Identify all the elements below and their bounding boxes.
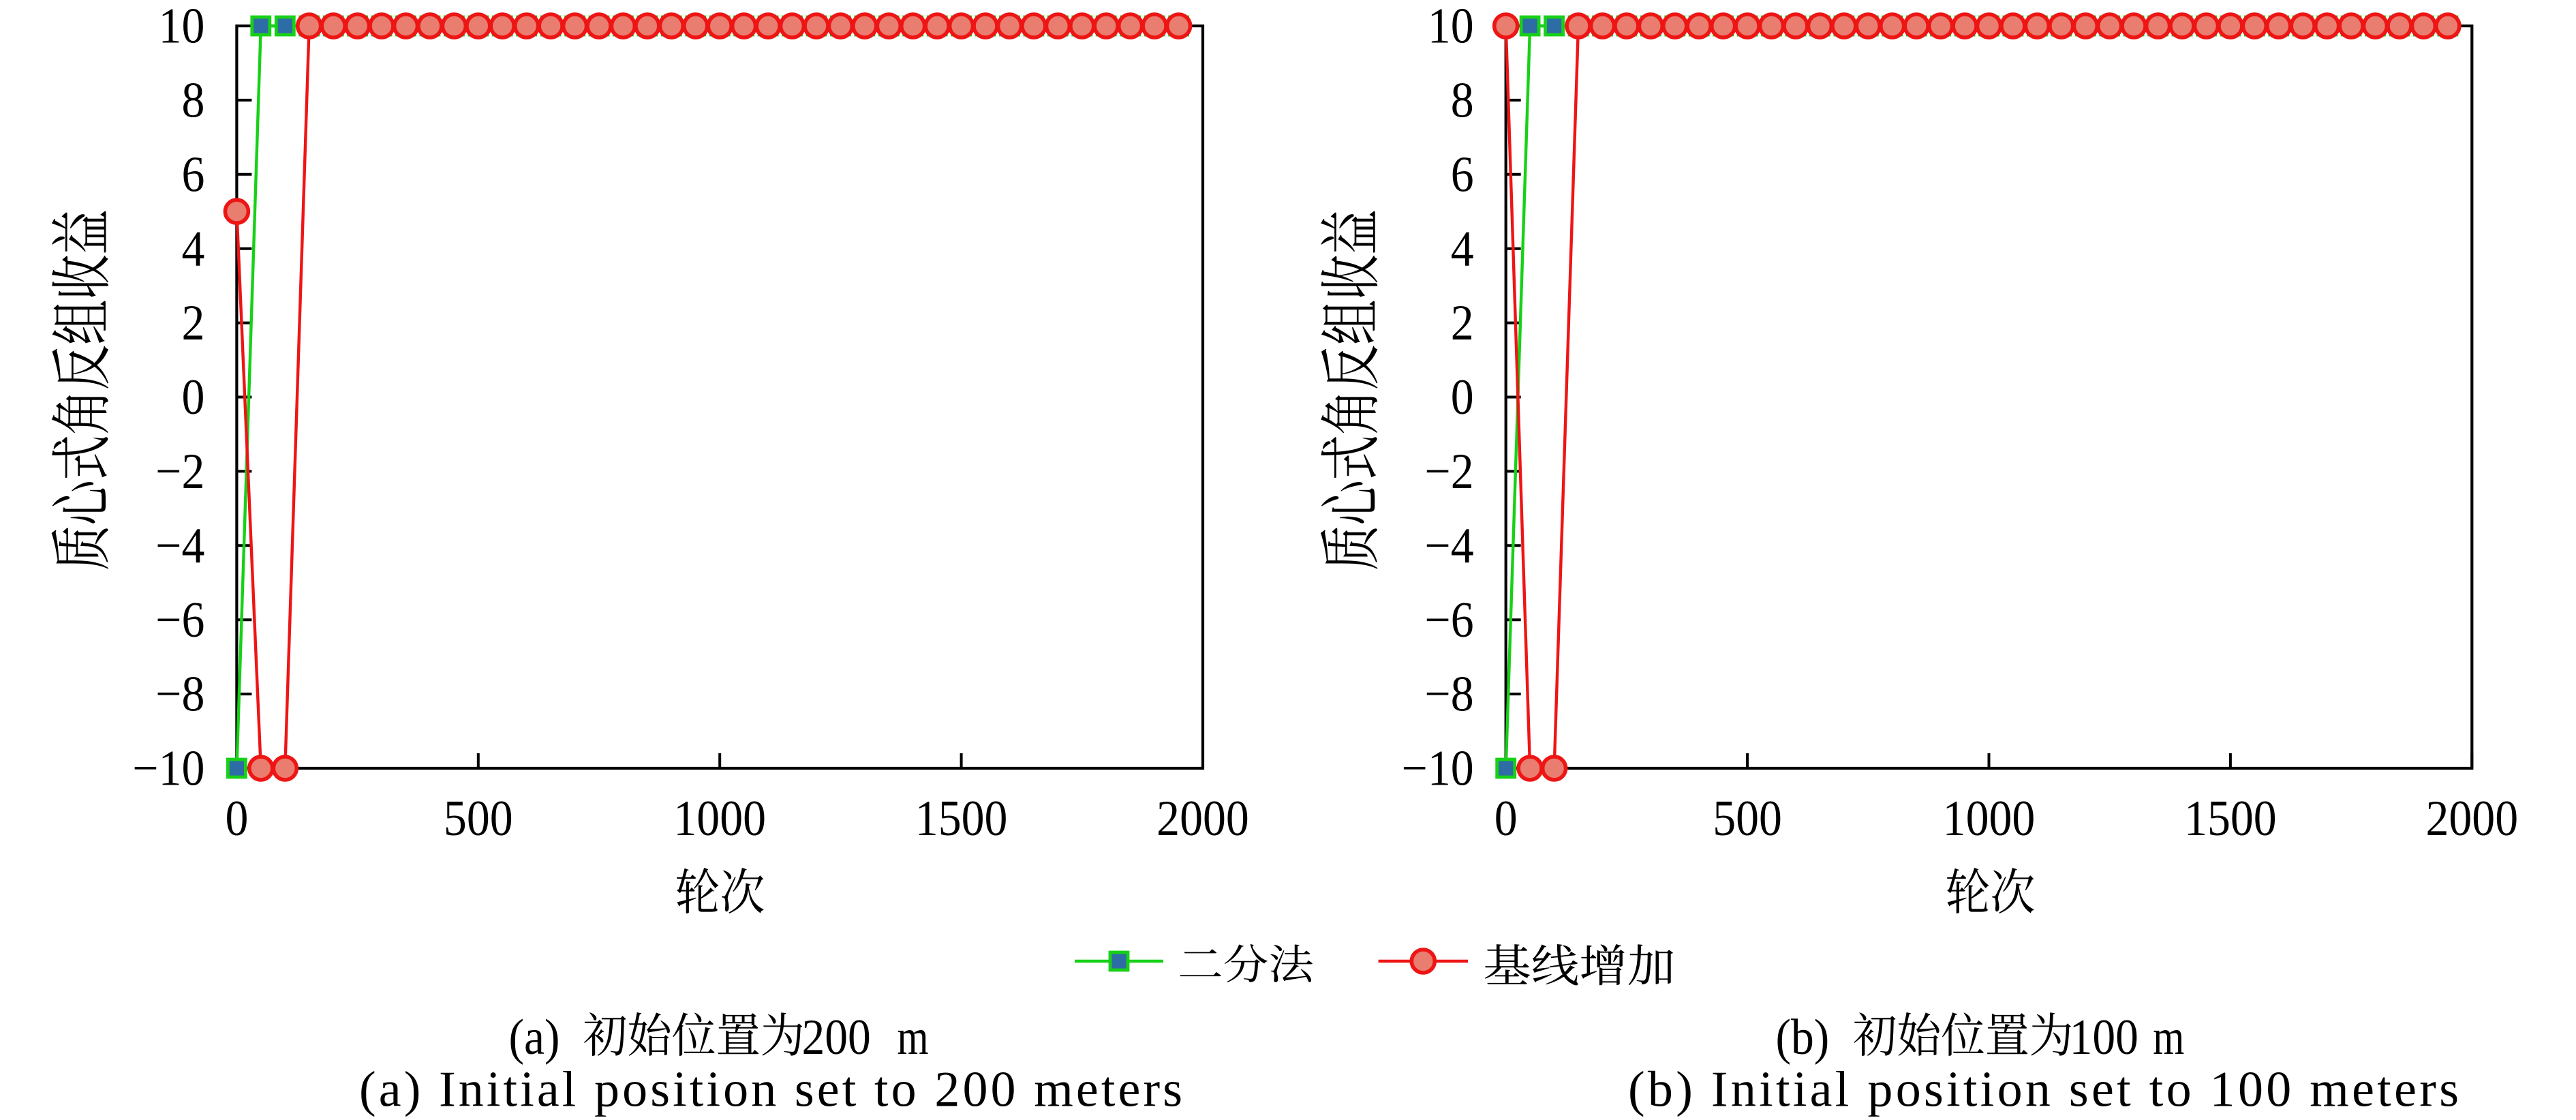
svg-text:2000: 2000 xyxy=(2425,791,2518,846)
svg-text:1000: 1000 xyxy=(673,791,766,846)
svg-text:(b): (b) xyxy=(1776,1010,1830,1065)
svg-text:m: m xyxy=(898,1010,929,1065)
svg-text:−2: −2 xyxy=(155,444,204,499)
svg-text:2: 2 xyxy=(1451,295,1474,350)
svg-text:2: 2 xyxy=(181,295,204,350)
svg-text:6: 6 xyxy=(1451,147,1474,202)
svg-text:1500: 1500 xyxy=(915,791,1008,846)
svg-text:(a) Initial position set to 20: (a) Initial position set to 200 meters xyxy=(359,1062,1182,1117)
svg-text:8: 8 xyxy=(1451,73,1474,128)
svg-text:−2: −2 xyxy=(1425,444,1474,499)
svg-text:−10: −10 xyxy=(1402,741,1474,796)
svg-text:−6: −6 xyxy=(155,592,204,648)
svg-text:−4: −4 xyxy=(1425,518,1474,573)
svg-text:8: 8 xyxy=(181,73,204,128)
svg-text:−4: −4 xyxy=(155,518,204,573)
svg-text:200: 200 xyxy=(802,1010,871,1065)
svg-text:4: 4 xyxy=(181,222,204,277)
svg-text:0: 0 xyxy=(1451,369,1474,425)
svg-text:1500: 1500 xyxy=(2184,791,2277,846)
svg-text:10: 10 xyxy=(159,0,205,54)
svg-text:−8: −8 xyxy=(155,667,204,722)
svg-text:10: 10 xyxy=(1428,0,1474,54)
svg-text:0: 0 xyxy=(181,369,204,425)
svg-text:(b) Initial position set to 10: (b) Initial position set to 100 meters xyxy=(1628,1062,2459,1117)
svg-text:1000: 1000 xyxy=(1943,791,2036,846)
svg-text:m: m xyxy=(2153,1010,2184,1065)
svg-text:100: 100 xyxy=(2070,1010,2138,1065)
svg-text:2000: 2000 xyxy=(1156,791,1249,846)
svg-text:−8: −8 xyxy=(1425,667,1474,722)
svg-text:500: 500 xyxy=(444,791,513,846)
svg-text:(a): (a) xyxy=(509,1010,560,1065)
svg-text:0: 0 xyxy=(1494,791,1518,846)
svg-text:−6: −6 xyxy=(1425,592,1474,648)
svg-text:500: 500 xyxy=(1713,791,1782,846)
svg-text:4: 4 xyxy=(1451,222,1474,277)
svg-text:0: 0 xyxy=(225,791,248,846)
svg-text:6: 6 xyxy=(181,147,204,202)
svg-text:−10: −10 xyxy=(132,741,204,796)
